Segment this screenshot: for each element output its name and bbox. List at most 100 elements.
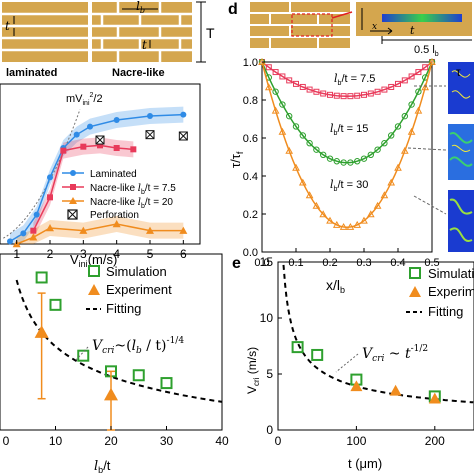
panel-f-xlabel: lb/t	[94, 458, 111, 474]
tau-point-15	[313, 146, 320, 153]
tau-point-30	[366, 210, 375, 218]
tau-point-30	[421, 83, 430, 91]
nacre75-point	[30, 227, 37, 234]
simulation-point	[160, 377, 173, 390]
tau-point-75	[272, 69, 279, 76]
y-tick-label: 1.0	[243, 57, 258, 69]
simulation-point	[291, 341, 304, 354]
y-tick-label: 0.4	[243, 171, 258, 183]
laminated-point	[73, 131, 80, 138]
panel-d-series-label-75: lb/t = 7.5	[334, 72, 375, 87]
panel-d-ticks: 0.0 0.1 0.2 0.3 0.4 0.5 0.0 0.2 0.4 0.6 0.8 1.0	[243, 57, 440, 269]
tau-point-15	[367, 151, 374, 159]
panel-f: 0 10 20 30 40 Simulation Experiment Fitting …	[0, 253, 229, 474]
tau-point-30	[312, 201, 321, 209]
laminated-point	[47, 174, 53, 181]
perforation-cross	[178, 131, 188, 141]
x-tick-label: 10	[49, 434, 63, 448]
y-tick-label: 0.2	[243, 209, 258, 221]
tau-point-30	[346, 223, 355, 230]
experiment-point	[350, 380, 363, 392]
inset-length-label: 0.5 lb	[414, 44, 439, 58]
tau-point-30	[332, 220, 341, 228]
panel-d-series	[258, 57, 436, 230]
tau-point-75	[388, 83, 395, 90]
tau-point-30	[407, 127, 416, 135]
panel-e-legend-simulation: Simulati	[428, 266, 474, 281]
tau-point-75	[306, 86, 313, 93]
tau-point-75	[401, 77, 408, 84]
tau-point-75	[374, 88, 381, 95]
simulation-point	[49, 298, 62, 311]
panel-e-legend-experiment: Experim	[428, 284, 474, 299]
nacre-schematic	[92, 2, 192, 62]
panel-d-pointers	[407, 85, 447, 215]
tau-point-15	[394, 123, 402, 130]
tau-point-30	[285, 146, 294, 154]
inset-x-label: x	[372, 22, 377, 32]
laminated-block	[2, 2, 88, 62]
tau-point-30	[278, 127, 287, 135]
y-tick-label: 0.8	[243, 95, 258, 107]
tau-point-15	[360, 155, 368, 162]
simulation-point	[311, 348, 324, 361]
panel-f-legend-fitting: Fitting	[106, 301, 141, 316]
tau-point-15	[320, 151, 327, 159]
tau-point-15	[292, 123, 300, 130]
band-2	[16, 216, 184, 244]
series-line-0	[9, 113, 184, 242]
tau-point-30	[339, 223, 348, 230]
panel-e-xlabel: t (μm)	[348, 456, 382, 471]
tau-point-75	[367, 90, 374, 97]
nacre20-point	[146, 226, 154, 234]
tau-point-15	[347, 159, 354, 166]
tau-point-15	[333, 158, 340, 165]
tau-point-30	[428, 57, 436, 65]
dimension-marks	[13, 1, 206, 63]
tau-point-75	[340, 93, 347, 100]
tau-point-75	[354, 92, 361, 99]
laminated-point	[7, 238, 13, 245]
tau-point-75	[313, 88, 320, 95]
x-tick-label: 0.3	[356, 257, 371, 269]
tau-point-30	[305, 191, 314, 199]
x-tick-label: 0	[275, 434, 282, 448]
experiment-point	[389, 384, 402, 396]
tau-point-30	[271, 106, 280, 114]
nacre75-point	[97, 142, 103, 149]
panel-e-letter: e	[232, 255, 241, 272]
tau-point-15	[326, 155, 334, 162]
fit-curve	[282, 264, 474, 404]
tau-point-30	[326, 216, 334, 224]
tau-point-75	[415, 69, 422, 76]
tau-point-30	[264, 83, 273, 91]
nacre-block	[92, 2, 192, 62]
laminated-point	[20, 230, 27, 237]
nacre75-point	[113, 145, 120, 151]
panel-f-legend: Simulation Experiment Fitting	[86, 264, 172, 316]
tau-point-30	[319, 210, 328, 218]
panel-e-fit	[282, 264, 474, 404]
tau-point-30	[380, 191, 389, 199]
tau-point-75	[395, 80, 401, 87]
schematic-lb-label: lb	[136, 0, 145, 15]
laminated-caption: laminated	[6, 67, 57, 79]
thumbnail-letter: τ	[456, 65, 461, 79]
x-tick-label: 0.2	[322, 257, 337, 269]
tau-point-30	[373, 201, 382, 209]
panel-f-points	[34, 271, 173, 431]
panel-d-series-label-30: lb/t = 30	[330, 178, 368, 193]
x-tick-label: 100	[346, 434, 366, 448]
tau-point-30	[360, 216, 368, 224]
laminated-point	[87, 123, 93, 130]
nacre20-point	[112, 220, 121, 228]
panel-c-legend: Laminated Nacre-like lb/t = 7.5 Nacre-li…	[62, 169, 176, 221]
experiment-point	[104, 387, 118, 401]
laminated-point	[147, 113, 153, 119]
tau-point-15	[286, 112, 293, 120]
nacre20-point	[79, 226, 88, 234]
panel-f-formula: Vcri~(lb / t)-1/4	[92, 336, 184, 356]
tau-point-30	[414, 106, 423, 114]
panel-c-bands	[10, 106, 184, 245]
